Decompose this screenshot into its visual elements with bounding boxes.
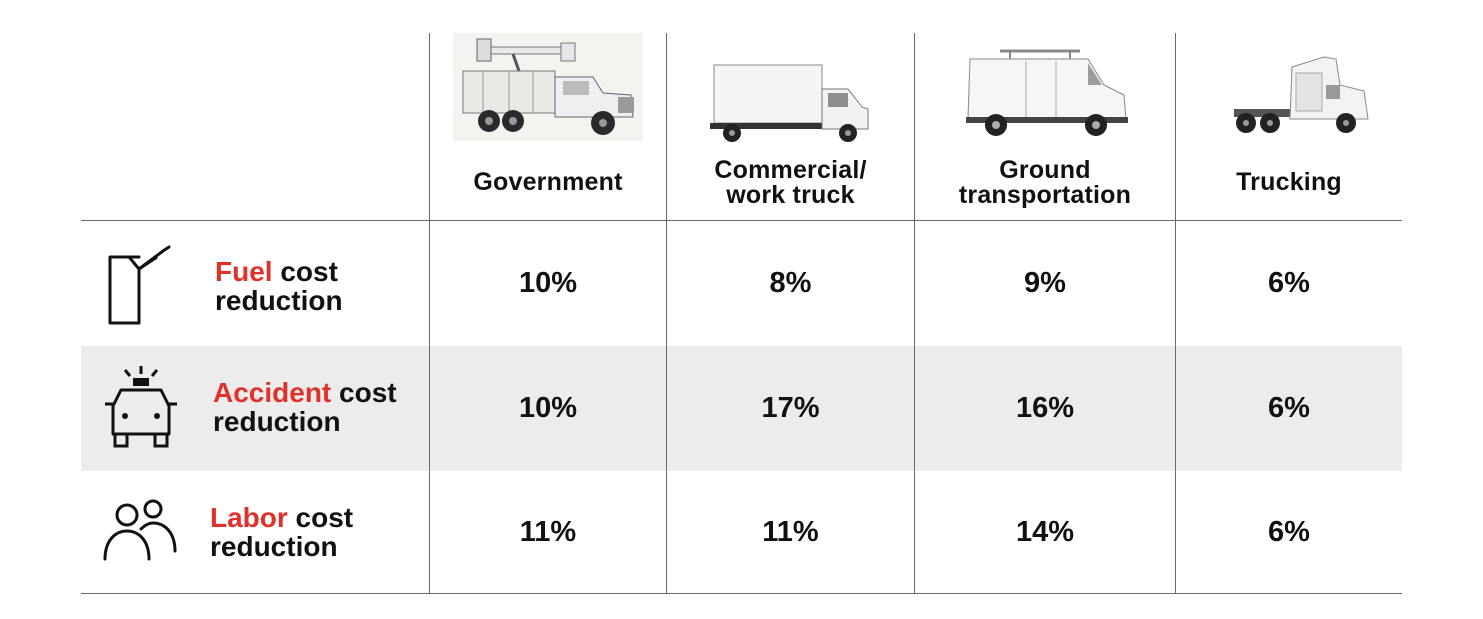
value-cell: 11%	[519, 515, 577, 548]
row-label-highlight: Labor	[210, 502, 288, 533]
row-label-rest: cost	[331, 377, 397, 408]
cargo-van-image	[966, 49, 1128, 136]
column-header-commercial: Commercial/ work truck	[667, 33, 914, 220]
header-divider	[81, 220, 1402, 221]
value-cell: 11%	[762, 515, 819, 548]
column-divider	[914, 33, 915, 593]
value-cell: 17%	[761, 392, 820, 424]
value-cell: 9%	[1024, 267, 1066, 299]
row-label: Accident cost reduction	[213, 378, 397, 436]
emergency-vehicle-icon	[105, 366, 177, 448]
bucket-truck-image	[453, 33, 643, 141]
value-cell: 10%	[518, 392, 578, 424]
row-label-line2: reduction	[213, 406, 341, 437]
value-cell: 6%	[1268, 267, 1310, 299]
row-label-highlight: Accident	[213, 377, 332, 408]
row-label-highlight: Fuel	[215, 256, 273, 287]
fuel-can-icon	[108, 245, 171, 325]
value-cell: 6%	[1268, 515, 1310, 548]
column-label: Ground transportation	[958, 155, 1132, 209]
people-icon	[103, 499, 177, 561]
column-divider	[429, 33, 430, 593]
value-cell: 16%	[1015, 392, 1075, 424]
row-label: Fuel cost reduction	[215, 257, 343, 315]
semi-tractor-image	[1234, 56, 1369, 133]
column-divider	[1175, 33, 1176, 593]
column-label: Government	[473, 168, 623, 196]
row-label-line2: reduction	[215, 285, 343, 316]
row-label-line2: reduction	[210, 531, 338, 562]
column-label: Trucking	[1236, 168, 1342, 196]
row-header-fuel: Fuel cost reduction	[81, 221, 429, 346]
row-header-labor: Labor cost reduction	[81, 471, 429, 593]
row-label: Labor cost reduction	[210, 503, 353, 561]
value-cell: 14%	[1015, 515, 1075, 548]
column-divider	[666, 33, 667, 593]
value-cell: 8%	[769, 267, 812, 299]
column-label: Commercial/ work truck	[714, 155, 867, 209]
column-header-trucking: Trucking	[1176, 33, 1402, 220]
row-header-accident: Accident cost reduction	[81, 346, 429, 471]
box-truck-image	[709, 64, 868, 142]
column-header-government: Government	[430, 33, 666, 220]
column-header-ground-transportation: Ground transportation	[915, 33, 1175, 220]
row-band-accident	[81, 346, 1402, 471]
value-cell: 6%	[1268, 392, 1310, 424]
table-bottom-rule	[81, 593, 1402, 594]
value-cell: 10%	[518, 267, 578, 299]
row-label-rest: cost	[287, 502, 354, 533]
row-label-rest: cost	[272, 256, 338, 287]
